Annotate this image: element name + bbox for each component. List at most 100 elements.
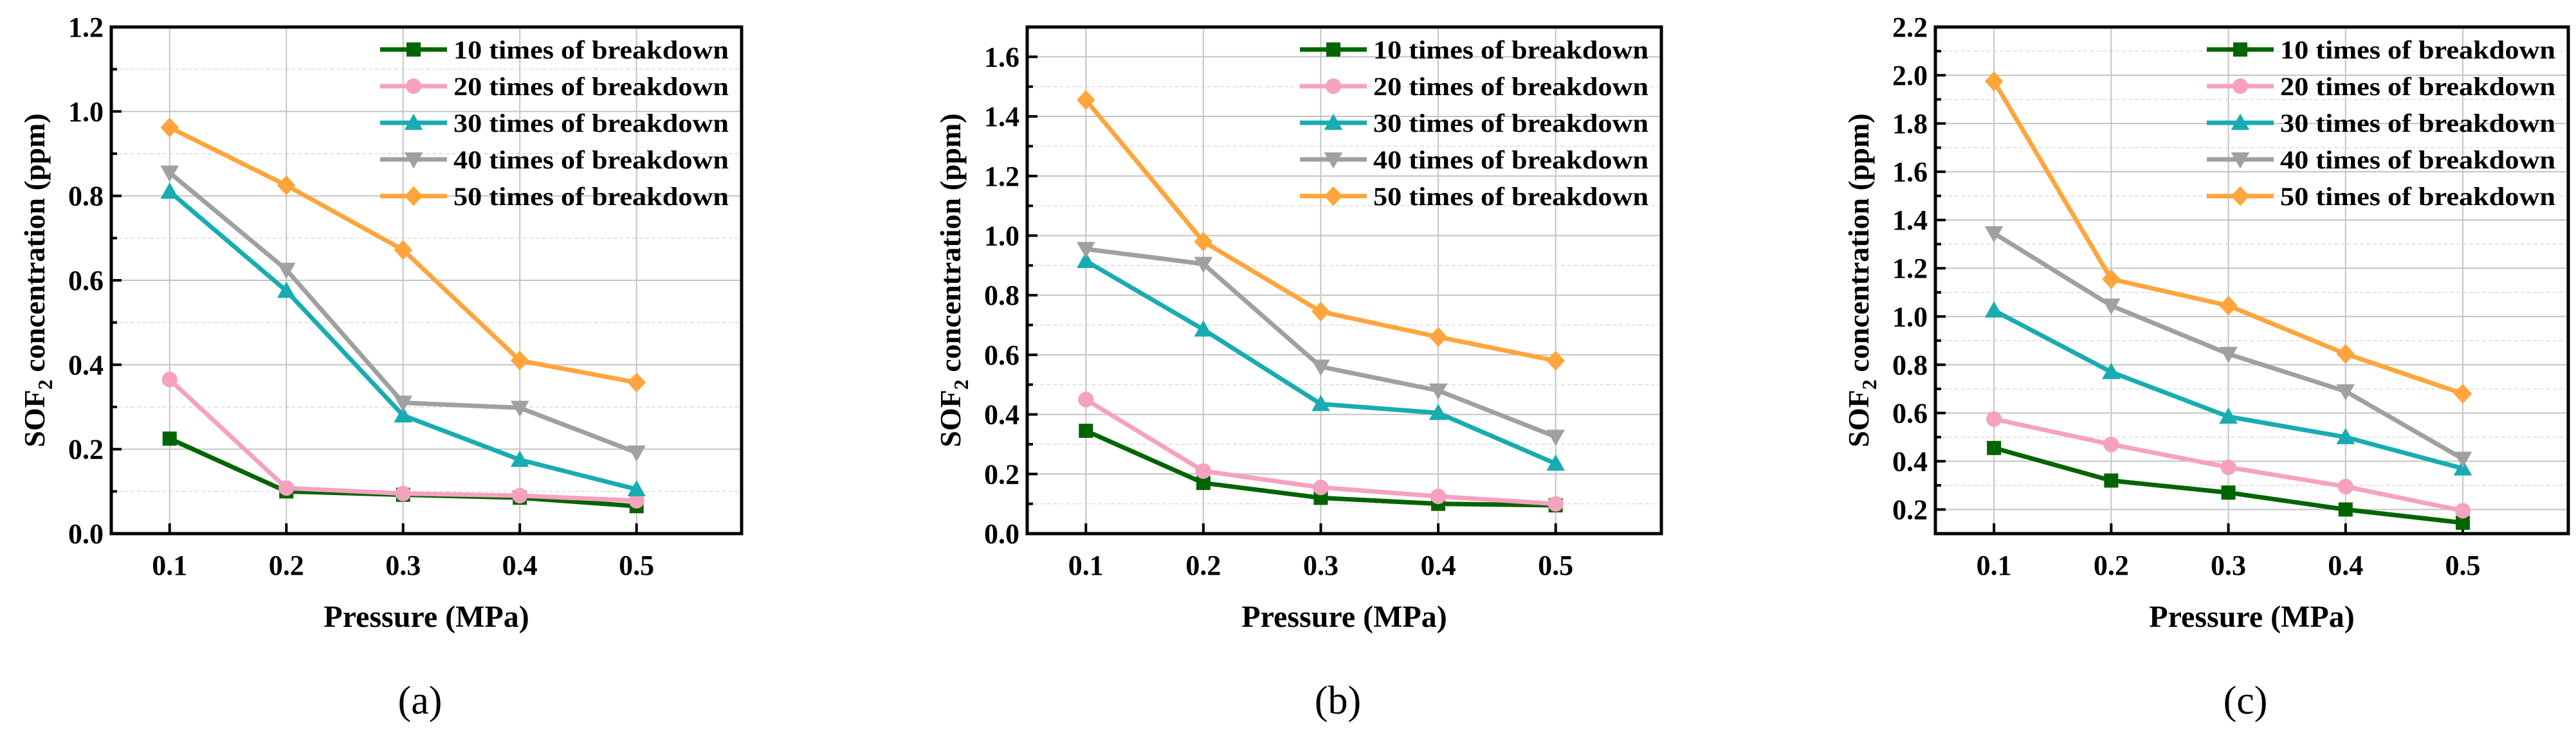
y-tick-label: 1.6 [984,41,1019,73]
legend-item: 30 times of breakdown [2207,109,2555,138]
legend-marker [1326,42,1340,57]
data-point [1194,320,1213,337]
legend-label: 10 times of breakdown [453,35,729,64]
data-point [277,175,296,195]
y-title-main: SOF [934,390,967,447]
y-tick-label: 1.6 [1892,156,1928,188]
legend-marker [406,42,421,57]
data-point [2336,384,2355,401]
legend-item: 20 times of breakdown [1300,72,1649,101]
x-tick-label: 0.2 [2094,550,2129,581]
y-tick-label: 1.4 [984,101,1019,132]
x-tick-label: 0.3 [385,550,421,581]
data-point [2453,451,2472,468]
y-title-main: SOF [18,390,51,447]
data-point [1076,251,1095,268]
data-point [628,492,644,509]
series-4 [1984,71,2472,404]
data-point [2336,428,2355,444]
legend-label: 40 times of breakdown [2280,145,2555,174]
legend-item: 10 times of breakdown [1300,35,1649,64]
data-point [1078,392,1094,408]
x-tick-label: 0.4 [1421,550,1456,581]
y-tick-label: 0.0 [984,518,1019,550]
data-point [160,165,179,182]
data-point [1987,440,2002,455]
series-1 [1078,392,1564,512]
y-axis-title: SOF2 concentration (ppm) [18,113,57,447]
legend-item: 50 times of breakdown [2207,182,2555,211]
series-0 [1987,440,2470,530]
legend-item: 40 times of breakdown [2207,145,2555,174]
legend-item: 40 times of breakdown [1300,145,1649,174]
y-tick-label: 0.2 [1892,494,1928,525]
x-axis-title: Pressure (MPa) [324,600,529,634]
data-point [627,445,646,462]
data-point [1194,231,1213,252]
x-tick-label: 0.4 [502,550,538,581]
series-4 [160,117,646,393]
data-point [1546,454,1565,471]
data-point [277,262,296,279]
data-point [2102,363,2121,379]
legend-item: 50 times of breakdown [380,182,729,211]
y-title-rest: concentration (ppm) [934,113,967,379]
y-tick-label: 0.8 [1892,349,1928,381]
y-tick-label: 1.2 [984,161,1019,192]
y-axis-title: SOF2 concentration (ppm) [934,113,973,447]
data-point [395,485,411,501]
y-title-rest: concentration (ppm) [1842,113,1875,379]
legend-item: 50 times of breakdown [1300,182,1649,211]
legend-label: 30 times of breakdown [453,109,729,138]
data-point [160,182,179,199]
data-point [1984,301,2004,318]
data-point [394,395,413,412]
x-tick-label: 0.1 [1068,550,1104,581]
legend-marker [404,113,423,130]
legend-label: 20 times of breakdown [453,72,729,101]
y-tick-label: 2.2 [1892,12,1928,43]
data-point [2219,407,2238,424]
data-point [1196,476,1210,491]
data-point [1313,480,1329,496]
legend-label: 10 times of breakdown [1373,35,1649,64]
data-point [2102,298,2121,315]
data-point [1984,226,2004,243]
y-tick-label: 0.4 [984,399,1019,431]
x-tick-label: 0.3 [2211,550,2246,581]
data-point [162,431,177,446]
plot-frame [1933,25,2570,536]
legend-item: 20 times of breakdown [380,72,729,101]
legend-label: 30 times of breakdown [2280,109,2555,138]
data-point [1195,463,1211,479]
y-tick-label: 0.4 [68,349,104,381]
legend-marker [2232,78,2249,95]
legend-marker [1324,186,1343,206]
x-tick-label: 0.2 [1185,550,1221,581]
y-tick-label: 2.0 [1892,60,1928,91]
y-tick-label: 1.8 [1892,108,1928,140]
y-tick-label: 0.6 [1892,397,1928,429]
x-axis-title: Pressure (MPa) [1241,600,1447,634]
legend-item: 30 times of breakdown [380,109,729,138]
legend-label: 50 times of breakdown [2280,182,2555,211]
data-point [1311,302,1330,322]
data-point [1311,359,1330,376]
series-4 [1076,90,1565,371]
legend-marker [404,152,423,169]
y-tick-label: 0.2 [68,434,104,465]
x-tick-label: 0.1 [1977,550,2012,581]
data-point [1076,90,1095,110]
legend-label: 50 times of breakdown [453,182,729,211]
series-3 [1984,226,2472,468]
plot-frame [1025,25,1663,536]
x-tick-label: 0.5 [1538,550,1573,581]
legend-marker [1325,78,1342,95]
data-point [1548,496,1564,512]
data-point [2337,478,2353,494]
y-title-subscript: 2 [1858,379,1881,390]
y-tick-label: 1.0 [68,96,104,127]
x-axis-title: Pressure (MPa) [2149,600,2354,634]
series-3 [160,165,646,462]
